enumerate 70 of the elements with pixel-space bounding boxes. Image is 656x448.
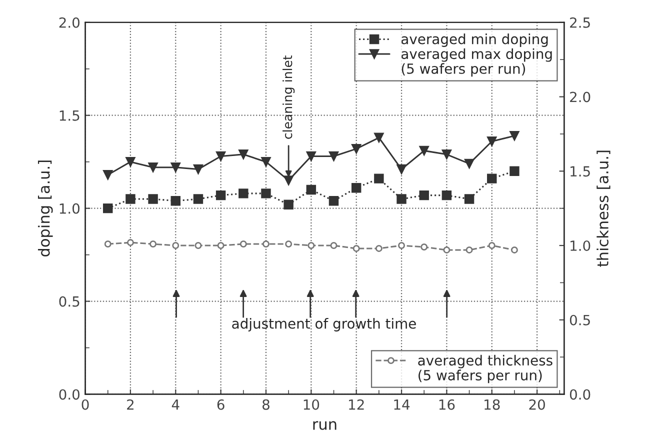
point	[442, 190, 452, 200]
x-tick-label: 8	[262, 399, 270, 410]
point	[442, 150, 452, 160]
point	[216, 190, 226, 200]
y2-tick-label: 1.5	[570, 166, 590, 177]
x-tick-label: 18	[484, 399, 500, 410]
y-tick-label: 1.0	[60, 203, 80, 214]
x-tick-label: 4	[172, 400, 180, 410]
point	[419, 190, 429, 200]
y2-axis-title: thickness [a.u.]	[596, 150, 610, 267]
point	[464, 194, 474, 204]
y-tick-label: 0.0	[59, 389, 80, 400]
point	[328, 196, 339, 206]
point	[193, 194, 204, 204]
point	[306, 184, 316, 195]
y2-tick-label: 0.0	[570, 389, 590, 400]
point	[510, 166, 520, 176]
point	[193, 164, 204, 174]
point	[170, 162, 180, 172]
annotation: cleaning inlet	[282, 55, 295, 139]
point	[126, 156, 136, 167]
point	[374, 174, 384, 184]
x-tick-label: 0	[82, 399, 89, 410]
point	[351, 183, 362, 193]
annotation: adjustment of growth time	[232, 318, 416, 332]
x-tick-label: 10	[304, 399, 320, 410]
y2-tick-label: 2.5	[570, 17, 590, 28]
point	[419, 146, 429, 156]
y-tick-label: 2.0	[59, 17, 80, 28]
x-tick-label: 6	[217, 399, 224, 410]
point	[216, 151, 226, 162]
point	[487, 136, 497, 146]
legend-title: (5 wafers per run)	[402, 63, 526, 77]
point	[510, 130, 520, 141]
point	[238, 150, 248, 160]
y2-tick-label: 1.0	[570, 240, 590, 251]
x-tick-label: 20	[529, 399, 545, 410]
point	[351, 144, 362, 154]
point	[261, 188, 271, 198]
point	[103, 203, 113, 214]
point	[328, 151, 339, 162]
y2-tick-label: 2.0	[570, 92, 590, 102]
x-tick-label: 16	[439, 399, 455, 410]
point	[126, 194, 136, 204]
x-tick-label: 12	[349, 399, 364, 410]
point	[103, 170, 113, 180]
x-axis-title: run	[313, 421, 336, 430]
point	[284, 200, 294, 210]
point	[396, 164, 406, 174]
x-tick-label: 2	[127, 399, 134, 410]
point	[464, 158, 474, 169]
point	[148, 162, 158, 172]
point	[261, 156, 271, 167]
legend-label: averaged min doping	[402, 34, 548, 47]
y-tick-label: 1.5	[60, 110, 80, 121]
point	[487, 174, 497, 184]
x-tick-label: 14	[394, 400, 410, 410]
point	[374, 132, 384, 143]
y-tick-label: 0.5	[59, 296, 80, 307]
point	[306, 151, 316, 162]
y-axis-title: doping [a.u.]	[38, 160, 53, 256]
text: (5 wafers per run)	[418, 370, 542, 384]
legend-label: averaged thickness	[418, 354, 552, 368]
point	[284, 176, 294, 186]
point	[170, 196, 180, 206]
legend-label: averaged max doping	[402, 48, 552, 62]
y2-tick-label: 0.5	[570, 314, 590, 326]
point	[396, 194, 406, 204]
point	[238, 188, 248, 198]
point	[148, 194, 158, 204]
